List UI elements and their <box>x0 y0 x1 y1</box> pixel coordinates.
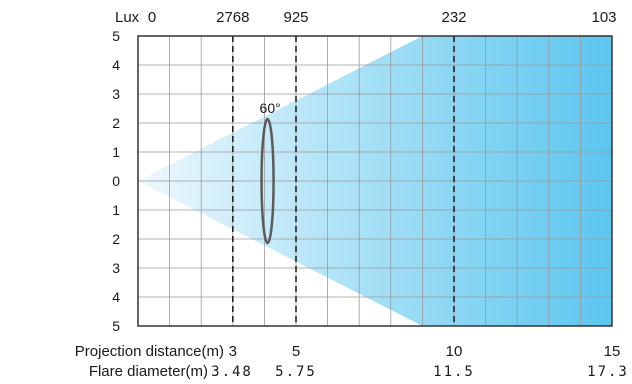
lux-label: Lux <box>115 9 140 26</box>
y-tick-label: 5 <box>112 318 120 334</box>
projection-distance-value: 5 <box>292 343 300 360</box>
projection-distance-label: Projection distance(m) <box>75 343 224 360</box>
beam-angle-ellipse <box>260 117 275 245</box>
lux-value: 232 <box>441 9 466 26</box>
lux-values: 0 2768 925 232 103 <box>148 9 617 26</box>
y-tick-label: 5 <box>112 28 120 44</box>
lux-value: 0 <box>148 9 156 26</box>
y-tick-label: 0 <box>112 173 120 189</box>
y-tick-label: 1 <box>112 144 120 160</box>
grid-lines <box>138 36 612 326</box>
y-tick-label: 4 <box>112 57 120 73</box>
projection-distance-value: 3 <box>229 343 237 360</box>
y-tick-label: 3 <box>112 86 120 102</box>
flare-diameter-value: 17.3 <box>587 364 629 380</box>
y-tick-label: 2 <box>112 231 120 247</box>
distance-markers <box>232 36 455 326</box>
lux-value: 103 <box>591 9 616 26</box>
y-tick-label: 4 <box>112 289 120 305</box>
flare-diameter-label: Flare diameter(m) <box>89 363 208 380</box>
flare-diameter-value: 11.5 <box>433 364 475 380</box>
beam-angle-label: 60° <box>260 100 281 116</box>
plot-frame <box>137 35 613 327</box>
flare-diameter-values: 3.48 5.75 11.5 17.3 <box>211 364 629 380</box>
y-tick-label: 3 <box>112 260 120 276</box>
flare-diameter-value: 3.48 <box>211 364 253 380</box>
y-tick-label: 1 <box>112 202 120 218</box>
projection-distance-value: 15 <box>604 343 621 360</box>
lux-value: 2768 <box>216 9 249 26</box>
y-tick-labels: 5 4 3 2 1 0 1 2 3 4 5 <box>112 28 120 334</box>
lux-value: 925 <box>283 9 308 26</box>
y-tick-label: 2 <box>112 115 120 131</box>
projection-distance-value: 10 <box>446 343 463 360</box>
projection-distance-values: 3 5 10 15 <box>229 343 621 360</box>
flare-diameter-value: 5.75 <box>275 364 317 380</box>
